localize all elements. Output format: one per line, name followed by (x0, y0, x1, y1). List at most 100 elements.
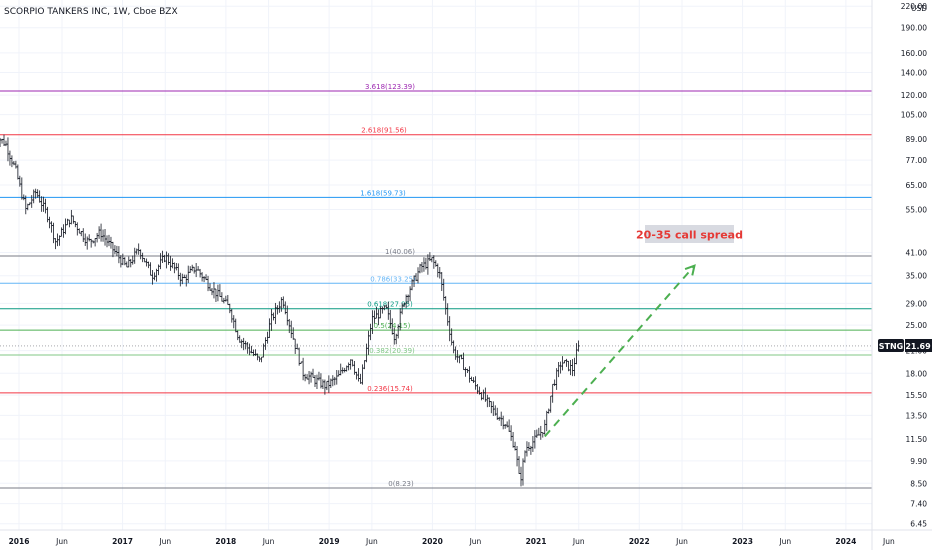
candle (575, 343, 578, 365)
candle (440, 272, 444, 291)
candle (363, 360, 366, 370)
candle (551, 383, 554, 403)
y-tick-label: 13.50 (906, 411, 928, 420)
y-tick-label: 220.00 (901, 2, 927, 11)
candle (513, 441, 517, 451)
projection-arrow-line[interactable] (544, 264, 696, 438)
candle (125, 261, 129, 268)
candle (491, 401, 495, 416)
candle (99, 223, 103, 242)
candle (208, 283, 212, 291)
y-tick-label: 15.50 (906, 391, 928, 400)
candle (70, 209, 73, 225)
y-tick-label: 105.00 (901, 111, 927, 120)
candle (349, 359, 352, 370)
candle (474, 376, 477, 390)
y-tick-label: 7.40 (910, 500, 927, 509)
candle (517, 456, 521, 474)
candle (180, 273, 184, 285)
y-tick-label: 120.00 (901, 91, 927, 100)
call-spread-annotation[interactable]: 20-35 call spread (636, 225, 743, 243)
candle (97, 226, 101, 239)
candle (44, 198, 47, 214)
ticker-badge (878, 339, 904, 352)
candle (95, 232, 99, 243)
grid-layer (0, 0, 872, 530)
fibonacci-retracement[interactable]: 3.618(123.39) 2.618(91.56) 1.618(59.73) 1(4… (0, 83, 872, 489)
candle (175, 262, 178, 271)
candle (115, 245, 119, 257)
candle (200, 272, 204, 282)
candle (177, 263, 180, 280)
y-tick-label: 190.00 (901, 24, 927, 33)
y-tick-label: 41.00 (906, 249, 928, 258)
candle (426, 254, 430, 275)
candle (139, 249, 142, 260)
x-tick-label: 2019 (319, 537, 340, 546)
x-tick-label: Jun (158, 537, 171, 546)
candle (489, 401, 493, 414)
fib-level-label: 0(8.23) (388, 480, 414, 488)
candle (141, 252, 144, 263)
candle (131, 255, 135, 265)
candle (83, 233, 87, 246)
candle (127, 256, 131, 268)
fib-level-label: 3.618(123.39) (365, 83, 415, 91)
candle (577, 340, 580, 352)
candle (48, 216, 51, 229)
currency-label: USD (911, 4, 927, 13)
candle (456, 350, 459, 363)
candle (81, 228, 85, 243)
candle (93, 238, 97, 247)
candle (202, 276, 206, 283)
candle (12, 161, 16, 166)
candle (335, 370, 339, 385)
candle (452, 340, 455, 354)
candle (543, 419, 547, 435)
candle (282, 296, 285, 308)
candle (184, 274, 188, 287)
candle (10, 155, 14, 168)
last-price-badge (905, 339, 932, 352)
candle (218, 284, 222, 298)
candle (54, 238, 57, 250)
y-tick-label: 11.50 (906, 435, 928, 444)
candle (321, 379, 325, 390)
chart-title: SCORPIO TANKERS INC, 1W, Cboe BZX (4, 7, 178, 17)
candle (75, 222, 79, 236)
fib-level-label: 0.382(20.39) (369, 347, 415, 355)
fib-level-label: 0.236(15.74) (367, 385, 413, 393)
candle (276, 305, 279, 315)
candle (232, 315, 236, 329)
candle (458, 355, 461, 364)
candle (260, 356, 263, 363)
drawings[interactable] (544, 264, 696, 438)
candle (527, 442, 531, 451)
candle (325, 380, 329, 391)
y-tick-label: 9.90 (910, 457, 927, 466)
candle (486, 394, 489, 408)
candle (511, 431, 515, 448)
y-tick-label: 18.00 (906, 369, 928, 378)
candle (289, 320, 293, 339)
candle (240, 339, 244, 349)
x-tick-label: 2021 (526, 537, 547, 546)
candle (444, 296, 448, 315)
candle (121, 253, 125, 266)
candle (58, 235, 61, 246)
candle (559, 361, 562, 374)
fib-level-label: 0.618(27.95) (367, 301, 413, 309)
candle (422, 257, 426, 272)
x-tick-label: 2023 (732, 537, 753, 546)
candle (472, 377, 475, 383)
projection-arrow-head[interactable] (684, 264, 696, 276)
candle (230, 308, 234, 323)
candle (408, 286, 412, 302)
candle (167, 253, 170, 265)
candle (149, 262, 152, 276)
candle (129, 258, 133, 268)
candle (242, 337, 245, 351)
candle (50, 221, 53, 233)
